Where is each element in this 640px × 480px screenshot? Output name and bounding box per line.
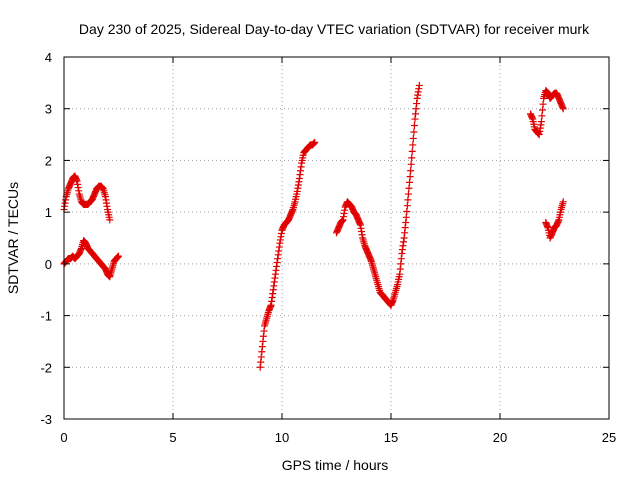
data-point — [311, 138, 319, 146]
y-tick-label: -3 — [40, 412, 52, 427]
y-tick-label: 2 — [45, 153, 52, 168]
y-axis-label: SDTVAR / TECUs — [5, 182, 21, 294]
y-tick-label: -2 — [40, 360, 52, 375]
series-seg4-upper — [527, 87, 567, 139]
data-point — [409, 141, 417, 149]
y-tick-label: 0 — [45, 257, 52, 272]
x-tick-label: 5 — [169, 430, 176, 445]
y-tick-label: 3 — [45, 102, 52, 117]
grid — [64, 57, 609, 419]
series-seg4-lower — [542, 198, 567, 242]
data-point — [410, 122, 418, 130]
series-seg2 — [256, 138, 319, 371]
series-seg3 — [333, 81, 423, 309]
x-tick-label: 0 — [60, 430, 67, 445]
data-point — [115, 252, 122, 260]
y-tick-label: -1 — [40, 309, 52, 324]
data-point — [415, 81, 423, 89]
data-point — [408, 154, 416, 162]
data-point — [410, 128, 418, 136]
x-axis-label: GPS time / hours — [282, 457, 389, 473]
data-point — [559, 105, 567, 113]
data-point — [407, 160, 415, 168]
data-point — [106, 216, 114, 224]
x-tick-label: 25 — [602, 430, 616, 445]
series-seg1-upper — [60, 172, 114, 224]
data-point — [408, 147, 416, 155]
data-point — [407, 167, 415, 175]
data-points — [60, 81, 567, 371]
axis-ticks: 0 5 10 15 20 25 -3 -2 -1 0 1 2 3 4 — [40, 50, 616, 445]
x-tick-label: 10 — [275, 430, 289, 445]
series-seg1-lower — [60, 237, 122, 281]
chart-title: Day 230 of 2025, Sidereal Day-to-day VTE… — [79, 21, 590, 37]
x-tick-label: 15 — [384, 430, 398, 445]
x-tick-label: 20 — [493, 430, 507, 445]
data-point — [409, 134, 417, 142]
y-tick-label: 4 — [45, 50, 52, 65]
y-tick-label: 1 — [45, 205, 52, 220]
data-point — [559, 198, 567, 206]
plot-frame — [63, 56, 610, 420]
